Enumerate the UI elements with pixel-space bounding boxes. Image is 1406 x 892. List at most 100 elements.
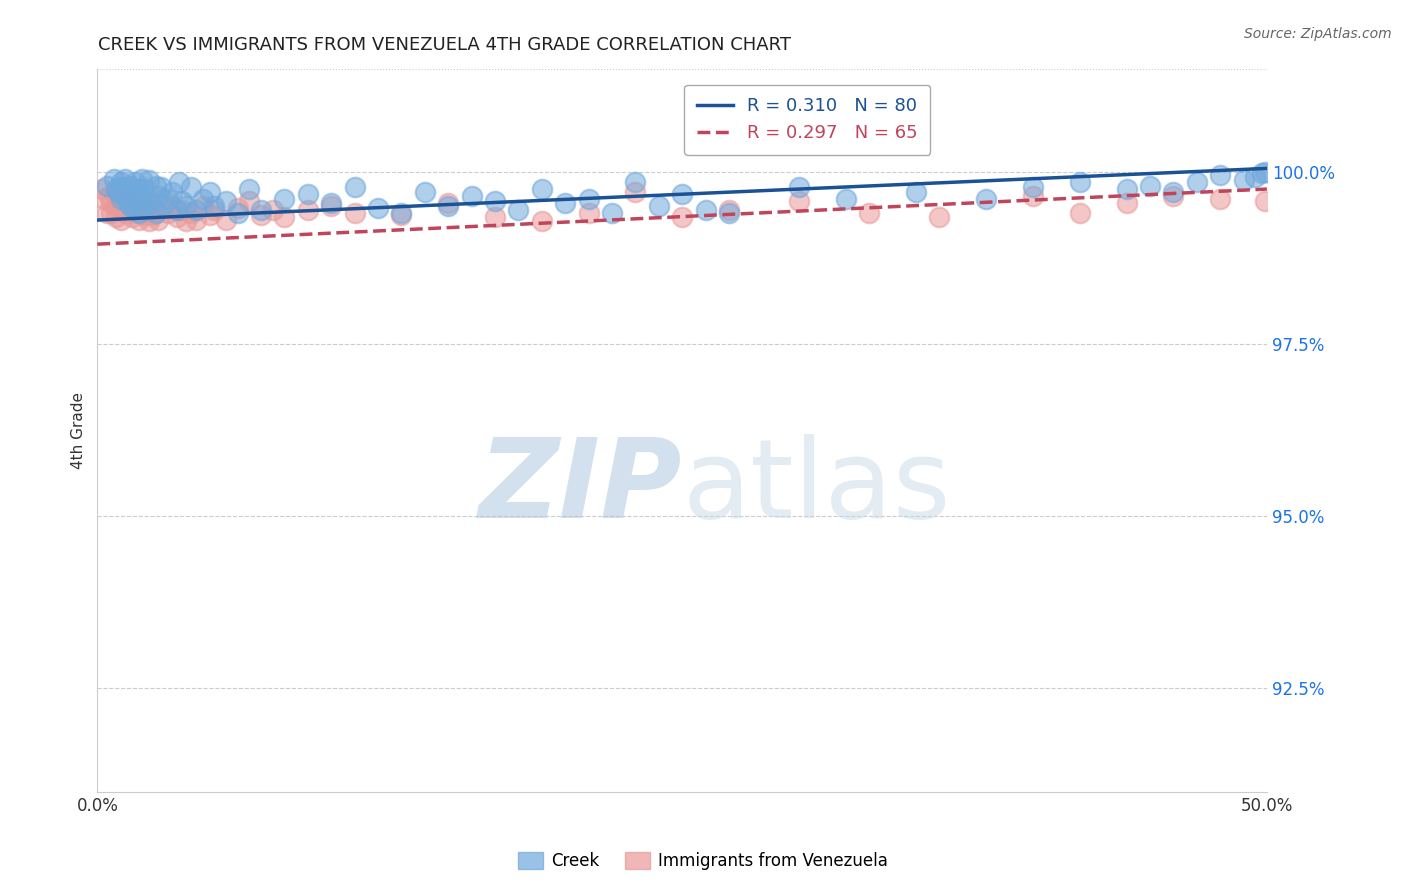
Point [184,213,207,227]
Point [437,199,460,213]
Point [1209,193,1232,207]
Point [184,202,207,217]
Point [202,202,225,217]
Point [578,193,600,207]
Point [226,206,249,220]
Point [117,186,139,201]
Point [131,193,153,207]
Point [156,193,179,207]
Point [554,195,576,210]
Point [131,171,153,186]
Point [105,199,128,213]
Point [127,191,149,205]
Point [91,182,114,196]
Point [858,206,880,220]
Point [98,189,121,203]
Point [273,210,295,224]
Point [120,202,142,217]
Point [1139,178,1161,193]
Point [174,199,197,213]
Point [297,202,319,217]
Point [114,189,136,203]
Point [1209,168,1232,182]
Point [107,194,129,208]
Point [437,195,460,210]
Point [928,210,950,224]
Point [787,180,810,194]
Point [624,186,647,200]
Point [117,195,139,210]
Point [484,210,506,224]
Point [1069,175,1091,189]
Point [1185,175,1208,189]
Point [1251,166,1274,180]
Point [120,178,142,193]
Point [124,175,146,189]
Point [717,206,740,220]
Point [114,171,136,186]
Point [149,180,172,194]
Text: ZIP: ZIP [478,434,682,541]
Point [96,206,118,220]
Point [103,171,125,186]
Point [156,206,179,220]
Point [124,202,146,217]
Point [343,180,366,194]
Point [671,210,693,224]
Text: Source: ZipAtlas.com: Source: ZipAtlas.com [1244,27,1392,41]
Point [391,206,413,220]
Point [107,186,129,200]
Point [121,186,143,200]
Point [142,208,165,222]
Point [167,175,190,189]
Point [152,193,174,207]
Point [1253,194,1275,208]
Legend: Creek, Immigrants from Venezuela: Creek, Immigrants from Venezuela [512,845,894,877]
Point [174,214,197,228]
Point [321,195,343,210]
Point [1022,189,1045,203]
Point [110,175,132,189]
Point [648,199,671,213]
Point [166,210,188,224]
Point [413,186,436,200]
Point [138,173,160,187]
Point [120,199,142,213]
Point [114,206,136,220]
Point [198,186,221,200]
Point [297,186,319,201]
Point [112,193,135,207]
Point [600,206,623,220]
Point [110,213,132,227]
Point [152,199,174,213]
Point [110,202,132,217]
Point [134,202,156,217]
Point [191,199,214,213]
Point [1069,206,1091,220]
Point [131,195,153,210]
Point [198,208,221,222]
Point [160,186,183,200]
Point [110,193,132,207]
Point [127,206,149,220]
Point [138,214,160,228]
Point [717,202,740,217]
Point [671,186,693,201]
Point [135,202,157,217]
Point [250,202,273,217]
Point [180,180,202,194]
Point [145,202,167,217]
Point [93,193,115,207]
Point [321,199,343,213]
Point [1253,165,1275,179]
Point [1244,170,1267,185]
Point [974,193,997,207]
Point [146,213,169,227]
Point [128,182,150,196]
Point [226,201,249,215]
Point [1163,189,1185,203]
Point [1232,173,1254,187]
Point [128,213,150,227]
Legend: R = 0.310   N = 80, R = 0.297   N = 65: R = 0.310 N = 80, R = 0.297 N = 65 [683,85,931,155]
Point [96,178,118,193]
